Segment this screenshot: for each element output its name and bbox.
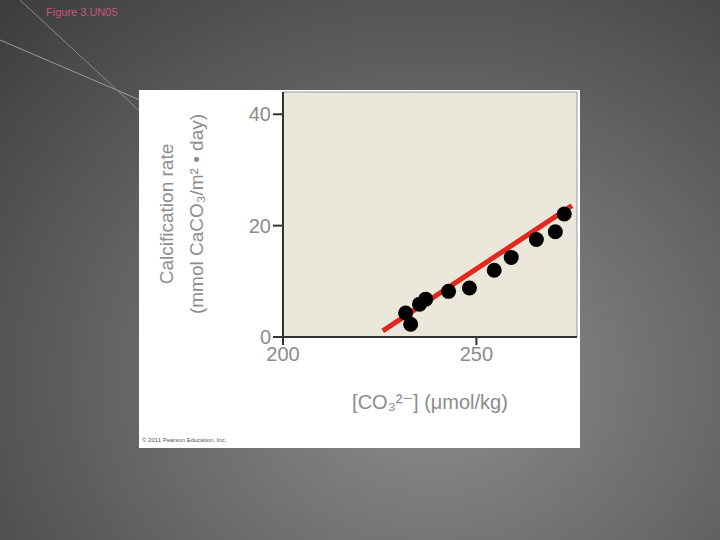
svg-text:20: 20 [249,215,271,237]
svg-text:(mmol CaCO₃/m² • day): (mmol CaCO₃/m² • day) [186,114,207,314]
svg-text:Calcification rate: Calcification rate [156,144,177,284]
svg-text:40: 40 [249,103,271,125]
html-text:Figure 3.UN05: Figure 3.UN05 [46,6,118,18]
svg-text:250: 250 [460,343,493,365]
svg-text:[CO₃²⁻] (μmol/kg): [CO₃²⁻] (μmol/kg) [352,391,508,413]
svg-text:200: 200 [266,343,299,365]
html-text:© 2011 Pearson Education, Inc.: © 2011 Pearson Education, Inc. [142,437,227,443]
svg-text:0: 0 [260,326,271,348]
